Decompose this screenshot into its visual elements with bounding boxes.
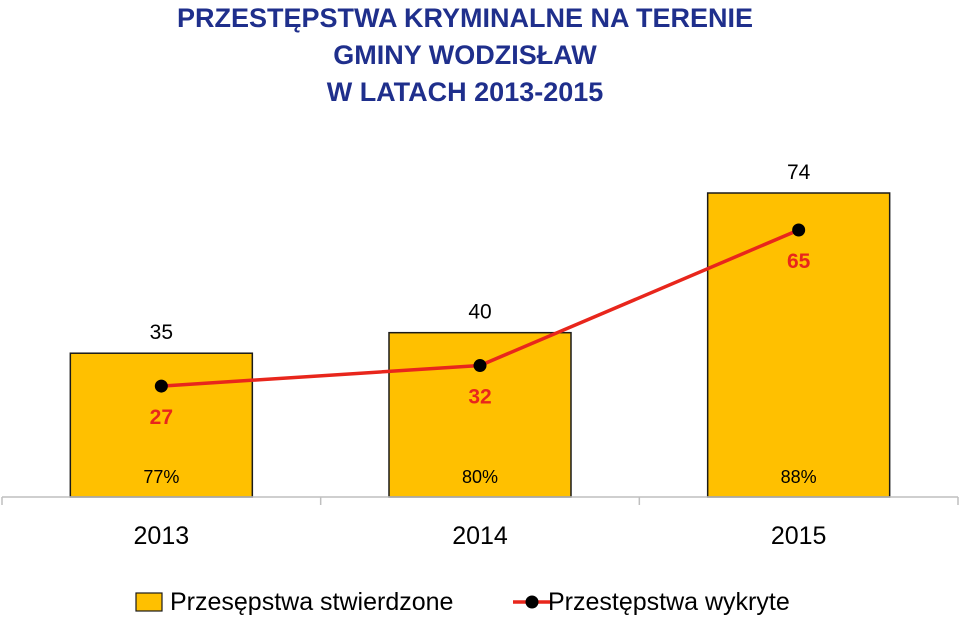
chart-title-line-1: PRZESTĘPSTWA KRYMINALNE NA TERENIE	[176, 3, 754, 33]
line-value-label-2013: 27	[150, 406, 173, 429]
line-point-2015	[792, 223, 806, 237]
x-tick-label-2014: 2014	[452, 522, 508, 550]
chart-title-line-3: W LATACH 2013-2015	[326, 77, 604, 107]
bar-2013	[69, 352, 254, 498]
line-point-2013	[154, 379, 168, 393]
legend-swatch-marker	[525, 595, 539, 609]
percentage-label-2015: 88%	[781, 467, 817, 487]
bar-value-label-2013: 35	[150, 321, 173, 344]
bar-value-label-2015: 74	[787, 161, 811, 184]
legend: Przesępstwa stwierdzone Przestępstwa wykr…	[135, 588, 790, 616]
x-tick-label-2013: 2013	[134, 522, 190, 550]
chart-title: PRZESTĘPSTWA KRYMINALNE NA TERENIE GMINY…	[0, 0, 930, 111]
chart-title-line-2: GMINY WODZISŁAW	[333, 40, 597, 70]
line-value-label-2014: 32	[468, 386, 491, 409]
legend-swatch-bars	[135, 592, 163, 612]
bar-2015	[706, 192, 891, 498]
bars-layer	[69, 192, 891, 498]
percentage-label-2014: 80%	[462, 467, 498, 487]
legend-label-bars: Przesępstwa stwierdzone	[170, 588, 453, 616]
legend-label-line: Przestępstwa wykryte	[548, 588, 790, 616]
percentage-label-2013: 77%	[143, 467, 179, 487]
x-tick-label-2015: 2015	[771, 522, 827, 550]
x-axis: 2013 2014 2015	[1, 496, 959, 550]
line-value-label-2015: 65	[787, 250, 811, 273]
bar-value-label-2014: 40	[468, 301, 491, 324]
line-point-2014	[473, 359, 487, 373]
line-series-layer	[154, 223, 806, 393]
data-labels-layer: 35 77% 40 80% 74 88% 27 32 65	[143, 161, 816, 487]
